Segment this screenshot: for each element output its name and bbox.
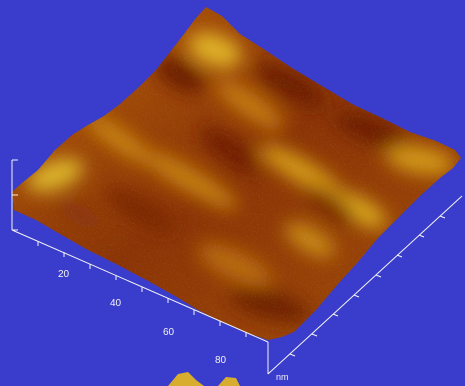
y-axis-tick [418, 234, 425, 238]
x-axis [11, 229, 269, 343]
y-axis-tick [289, 353, 296, 357]
y-axis-tick [353, 294, 360, 298]
y-axis-tick [311, 333, 318, 337]
x-tick-label-60: 60 [163, 327, 175, 338]
y-axis [267, 195, 463, 375]
x-tick-label-80: 80 [215, 355, 227, 366]
y-axis-tick [375, 274, 382, 278]
axis-unit-label: nm [276, 372, 289, 382]
partial-structure [168, 372, 240, 386]
axis-frame [11, 159, 463, 375]
y-axis-tick [332, 313, 339, 317]
x-tick-label-20: 20 [58, 269, 70, 280]
y-axis-tick [396, 254, 403, 258]
x-tick-label-40: 40 [110, 298, 122, 309]
y-axis-tick [439, 215, 446, 219]
sample-surface [12, 7, 461, 340]
